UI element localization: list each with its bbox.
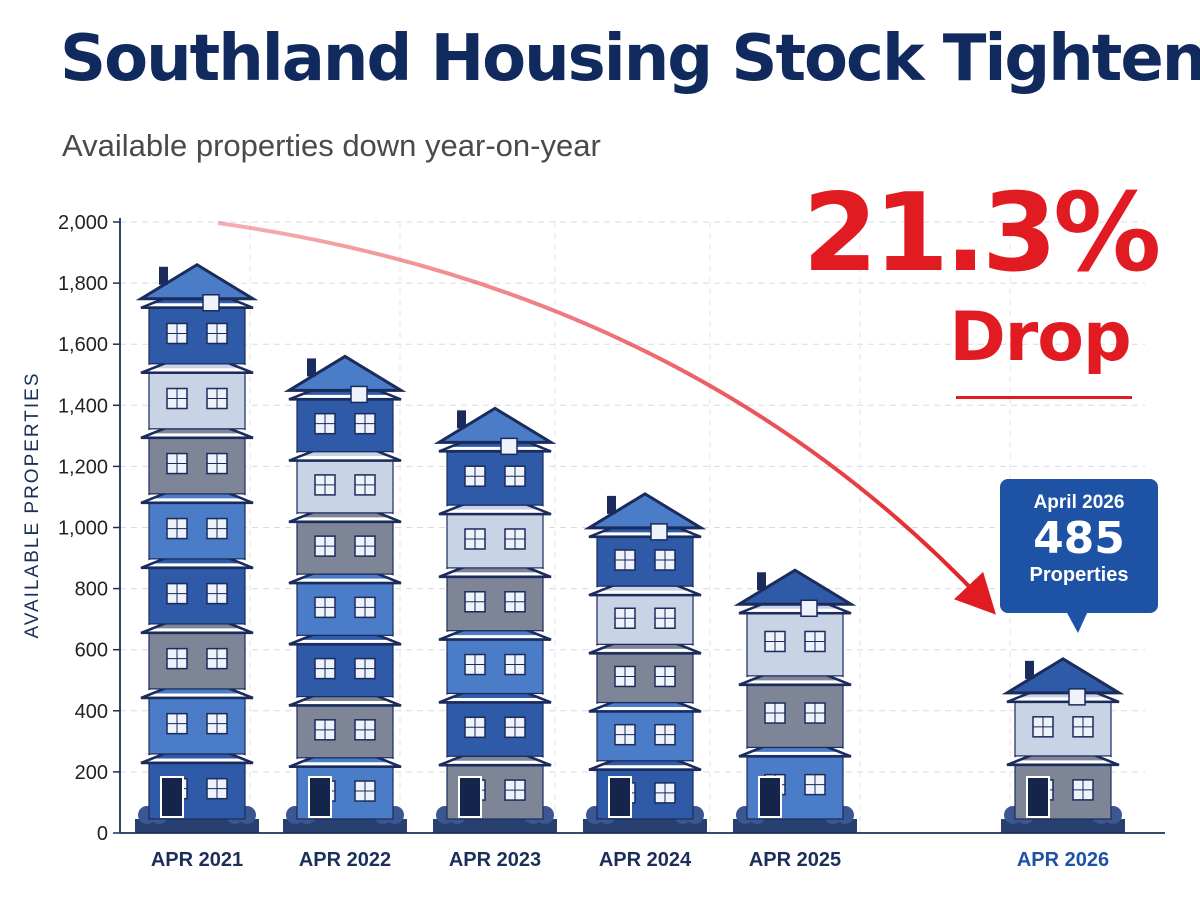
house-door xyxy=(1026,776,1050,818)
house-floor xyxy=(446,441,544,506)
house-door xyxy=(608,776,632,818)
bar xyxy=(283,354,407,833)
house-floor xyxy=(446,504,544,569)
x-axis: APR 2021 APR 2022 APR 2023 APR 2024 APR 2025… xyxy=(120,832,1165,871)
house-chimney xyxy=(607,495,616,514)
x-tick-label: APR 2022 xyxy=(299,849,391,871)
attic-window xyxy=(1068,688,1086,706)
y-tick-label: 1,400 xyxy=(58,395,108,417)
house-floor xyxy=(148,428,246,495)
house-door xyxy=(458,776,482,818)
bar-base xyxy=(283,819,407,833)
house-chimney xyxy=(159,266,168,285)
page-subtitle: Available properties down year-on-year xyxy=(62,128,601,163)
y-tick-label: 600 xyxy=(75,640,108,662)
house-roof xyxy=(733,568,857,606)
bar xyxy=(135,263,259,833)
bar xyxy=(583,492,707,833)
house-floor xyxy=(1014,692,1112,757)
bar xyxy=(1001,657,1125,833)
badge-value: 485 xyxy=(1033,513,1125,564)
bar xyxy=(733,568,857,833)
badge-date: April 2026 xyxy=(1033,492,1125,513)
x-tick-label: APR 2026 xyxy=(1017,849,1109,871)
trend-arrow xyxy=(217,221,996,615)
x-tick-label: APR 2025 xyxy=(749,849,841,871)
y-axis-label: AVAILABLE PROPERTIES xyxy=(22,371,43,638)
page-title: Southland Housing Stock Tightens xyxy=(60,22,1200,96)
house-chimney xyxy=(757,572,766,591)
house-chimney xyxy=(307,358,316,377)
house-roof xyxy=(1001,657,1125,695)
house-door xyxy=(160,776,184,818)
y-tick-label: 0 xyxy=(97,823,108,845)
y-tick-label: 400 xyxy=(75,701,108,723)
bar xyxy=(433,406,557,833)
house-floor xyxy=(446,692,544,757)
house-roof xyxy=(283,354,407,392)
y-axis: 0 200 400 600 800 1,000 1,200 1,400 1,600 1,800 2,… xyxy=(58,212,121,845)
y-tick-label: 2,000 xyxy=(58,212,108,234)
house-floor xyxy=(446,630,544,695)
gridlines xyxy=(120,221,1145,833)
bar-base xyxy=(433,819,557,833)
house-floor xyxy=(446,567,544,632)
x-tick-label: APR 2021 xyxy=(151,849,243,871)
house-floor xyxy=(148,558,246,625)
attic-window xyxy=(500,437,518,456)
y-tick-label: 1,200 xyxy=(58,456,108,478)
latest-value-badge: April 2026 485 Properties xyxy=(1000,479,1158,633)
y-tick-label: 1,000 xyxy=(58,518,108,540)
drop-label: Drop xyxy=(949,298,1131,377)
bar-base xyxy=(583,819,707,833)
attic-window xyxy=(800,599,818,618)
y-tick-label: 800 xyxy=(75,579,108,601)
house-chimney xyxy=(457,410,466,429)
house-door xyxy=(758,776,782,818)
drop-percentage: 21.3% xyxy=(802,171,1162,296)
drop-underline xyxy=(956,396,1132,399)
house-roof xyxy=(135,263,259,301)
y-tick-label: 1,600 xyxy=(58,334,108,356)
house-floor xyxy=(746,603,844,677)
bar-base xyxy=(135,819,259,833)
house-floor xyxy=(746,675,844,749)
y-tick-label: 200 xyxy=(75,762,108,784)
x-tick-label: APR 2024 xyxy=(599,849,692,871)
y-tick-label: 1,800 xyxy=(58,273,108,295)
x-tick-label: APR 2023 xyxy=(449,849,541,871)
house-floor xyxy=(148,298,246,365)
house-roof xyxy=(583,492,707,530)
house-floor xyxy=(148,493,246,560)
badge-unit: Properties xyxy=(1029,564,1129,587)
bar-base xyxy=(1001,819,1125,833)
house-floor xyxy=(148,623,246,690)
bars xyxy=(135,263,1125,833)
attic-window xyxy=(350,385,368,404)
house-door xyxy=(308,776,332,818)
bar-base xyxy=(733,819,857,833)
house-roof xyxy=(433,406,557,444)
house-chimney xyxy=(1025,660,1034,679)
attic-window xyxy=(650,523,668,541)
house-floor xyxy=(148,688,246,755)
attic-window xyxy=(202,294,220,312)
